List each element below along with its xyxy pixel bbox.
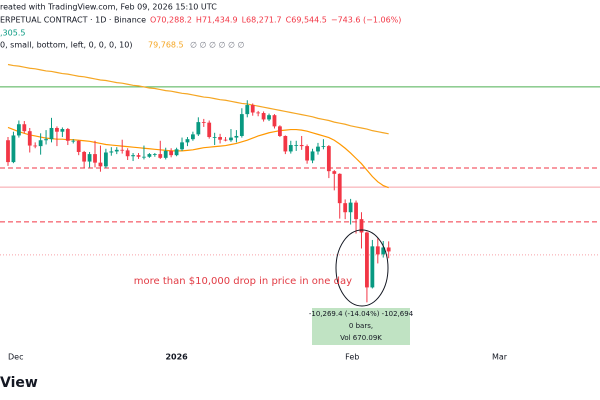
highlight-circle xyxy=(335,229,389,307)
candle-body xyxy=(207,122,212,138)
candle-body xyxy=(33,145,38,147)
symbol: ERPETUAL CONTRACT · 1D · Binance xyxy=(0,16,146,25)
measure-volume: Vol 670.09K xyxy=(340,334,382,342)
candle-body xyxy=(93,154,97,163)
candle-body xyxy=(321,146,326,147)
indicator-value: 79,768.5 xyxy=(148,41,184,50)
candle-body xyxy=(125,150,130,157)
candle-body xyxy=(6,140,10,163)
candle-body xyxy=(71,140,76,142)
indicator-value: ,305.5 xyxy=(0,29,25,38)
candle-body xyxy=(326,146,331,172)
candle-body xyxy=(386,247,391,252)
candle-body xyxy=(174,149,179,156)
candle-body xyxy=(142,156,146,158)
candle-body xyxy=(256,112,261,114)
ohlc-legend: O70,288.2 H71,434.9 L68,271.7 C69,544.5 −743… xyxy=(150,16,401,25)
candle-body xyxy=(76,140,81,152)
candle-body xyxy=(163,150,168,158)
candle-body xyxy=(245,105,250,115)
annotation: more than $10,000 drop in price in one d… xyxy=(134,276,352,287)
candle-body xyxy=(44,139,48,141)
candle-body xyxy=(131,155,135,157)
candle-body xyxy=(98,162,103,167)
candle-body xyxy=(337,173,342,204)
candle-body xyxy=(229,137,233,141)
candle-body xyxy=(185,139,190,143)
candle-body xyxy=(375,246,380,255)
candle-body xyxy=(136,155,141,157)
candle-body xyxy=(359,219,364,233)
candle-body xyxy=(305,146,310,161)
candle-body xyxy=(27,131,32,146)
candle-body xyxy=(212,137,217,138)
candle-body xyxy=(299,145,304,147)
candle-body xyxy=(370,246,375,288)
measure-change: -10,269.4 (-14.04%) -102,694 xyxy=(309,310,414,318)
candle-body xyxy=(365,232,369,288)
candle-body xyxy=(283,135,288,152)
candle-body xyxy=(223,139,228,141)
candle-body xyxy=(272,115,277,127)
indicator-settings: 0, small, bottom, left, 0, 0, 0, 10) xyxy=(0,41,132,50)
candle-body xyxy=(87,154,92,162)
candle-body xyxy=(234,135,239,138)
candle-body xyxy=(250,105,255,113)
measure-bars: 0 bars, xyxy=(349,322,373,330)
candle-body xyxy=(147,154,152,157)
candle-body xyxy=(354,202,358,220)
candle-body xyxy=(201,122,206,123)
candle-body xyxy=(22,124,27,132)
candle-body xyxy=(381,247,386,255)
moving-average xyxy=(7,126,389,189)
candle-body xyxy=(55,127,59,132)
x-tick-label: Mar xyxy=(492,353,508,362)
candle-body xyxy=(65,129,70,141)
candle-body xyxy=(332,171,337,174)
ohlc-value: O70,288.2 xyxy=(150,16,192,25)
candle-body xyxy=(11,135,16,163)
ohlc-value: −743.6 (−1.06%) xyxy=(331,16,402,25)
candle-body xyxy=(316,146,320,152)
ohlc-value: C69,544.5 xyxy=(286,16,327,25)
candle-body xyxy=(239,114,244,136)
candle-body xyxy=(114,149,119,152)
ohlc-value: L68,271.7 xyxy=(242,16,282,25)
candle-body xyxy=(152,154,157,155)
created-note: reated with TradingView.com, Feb 09, 202… xyxy=(0,3,217,12)
x-tick-label: Dec xyxy=(8,353,23,362)
candle-body xyxy=(169,150,174,156)
candle-body xyxy=(310,151,315,161)
candle-body xyxy=(120,149,125,151)
candle-body xyxy=(348,202,353,213)
candle-body xyxy=(261,113,266,120)
candle-body xyxy=(109,151,114,153)
candle-body xyxy=(60,129,65,132)
candle-body xyxy=(267,115,271,120)
x-tick-label: Feb xyxy=(345,353,359,362)
candle-body xyxy=(180,142,184,150)
candle-body xyxy=(343,203,348,213)
candle-body xyxy=(38,140,43,147)
moving-average xyxy=(7,63,389,135)
candle-body xyxy=(82,151,87,162)
candle-body xyxy=(158,154,163,158)
candle-body xyxy=(103,152,108,167)
candle-body xyxy=(278,126,282,136)
indicator-empty: ∅ ∅ ∅ ∅ ∅ ∅ xyxy=(190,41,245,50)
candle-body xyxy=(16,124,21,136)
candle-body xyxy=(49,127,54,140)
candle-body xyxy=(288,145,293,152)
measure-box xyxy=(312,308,410,345)
candle-body xyxy=(196,122,201,135)
candle-body xyxy=(190,134,195,140)
ohlc-value: H71,434.9 xyxy=(196,16,238,25)
logo: View xyxy=(0,375,38,391)
candle-body xyxy=(294,145,299,146)
candle-body xyxy=(218,137,222,140)
x-tick-label: 2026 xyxy=(165,353,188,362)
